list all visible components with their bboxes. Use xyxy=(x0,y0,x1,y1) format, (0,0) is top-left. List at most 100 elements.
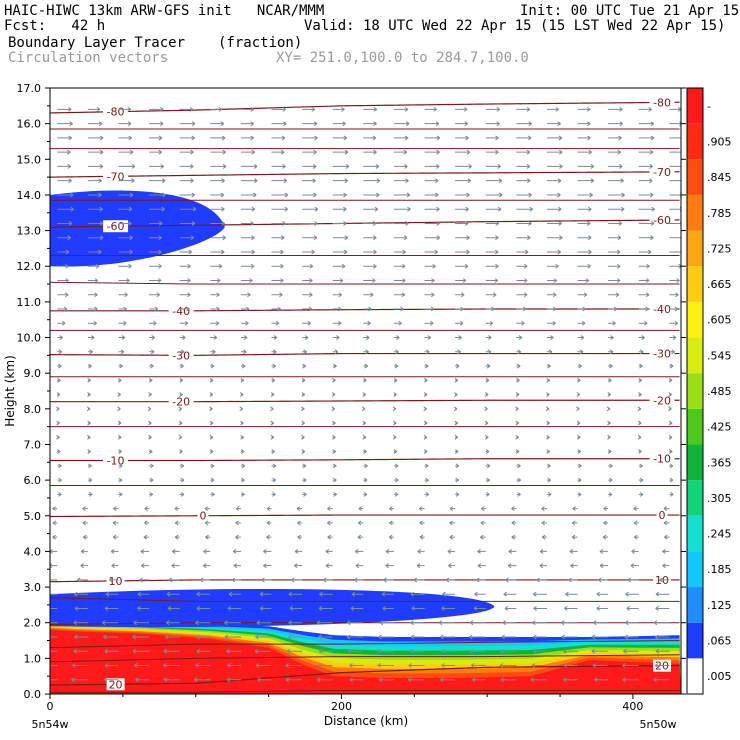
temperature-contour xyxy=(50,664,680,686)
colorbar-label: .665 xyxy=(707,278,732,291)
circulation-vector xyxy=(179,449,183,455)
colorbar-label: .605 xyxy=(707,314,732,327)
circulation-vector xyxy=(455,249,470,255)
circulation-vector xyxy=(56,420,60,426)
circulation-vector xyxy=(353,577,364,583)
circulation-vector xyxy=(546,164,563,169)
circulation-vector xyxy=(137,591,150,597)
circulation-vector xyxy=(87,320,97,326)
circulation-vector xyxy=(332,192,347,198)
circulation-vector xyxy=(50,607,58,609)
circulation-vector xyxy=(449,520,456,526)
circulation-vector xyxy=(608,292,620,298)
circulation-vector xyxy=(240,349,247,355)
circulation-vector xyxy=(363,178,381,184)
colorbar-swatch xyxy=(687,194,703,231)
circulation-vector xyxy=(118,278,130,283)
circulation-vector xyxy=(174,520,180,526)
circulation-vector xyxy=(179,206,197,212)
circulation-vector xyxy=(363,164,380,169)
circulation-vector xyxy=(332,263,346,269)
circulation-vector xyxy=(533,634,547,640)
circulation-vector xyxy=(516,221,532,226)
circulation-vector xyxy=(622,677,639,683)
circulation-vector xyxy=(240,491,245,497)
circulation-vector xyxy=(87,278,99,283)
circulation-vector xyxy=(148,434,152,440)
circulation-vector xyxy=(393,149,408,155)
circulation-vector xyxy=(536,577,547,583)
contour-label-bg xyxy=(168,349,194,362)
circulation-vector xyxy=(118,192,134,198)
circulation-vector xyxy=(163,677,180,683)
circulation-vector xyxy=(57,306,68,312)
circulation-vector xyxy=(637,434,642,440)
circulation-vector xyxy=(322,577,333,583)
circulation-vector xyxy=(669,292,679,298)
circulation-vector xyxy=(393,392,397,397)
circulation-vector xyxy=(516,377,520,383)
circulation-vector xyxy=(357,520,364,526)
circulation-vector xyxy=(135,677,150,683)
circulation-vector xyxy=(515,392,520,397)
x-axis: 0 200 400 xyxy=(47,694,643,713)
circulation-vector xyxy=(209,377,214,383)
circulation-vector xyxy=(209,392,214,397)
circulation-vector xyxy=(377,648,394,654)
circulation-vector xyxy=(227,663,241,668)
circulation-vector xyxy=(147,406,152,412)
circulation-vector xyxy=(511,520,517,526)
colorbar-label: .185 xyxy=(707,563,732,576)
circulation-vector xyxy=(424,192,439,198)
circulation-vector xyxy=(254,648,272,654)
circulation-vector xyxy=(149,206,165,212)
circulation-vector xyxy=(271,164,286,169)
circulation-vector xyxy=(87,449,91,455)
circulation-vector xyxy=(271,377,276,383)
circulation-vector xyxy=(638,491,644,497)
circulation-vector xyxy=(516,135,532,141)
circulation-vector xyxy=(546,306,557,312)
circulation-vector xyxy=(638,135,655,141)
circulation-vector xyxy=(56,434,60,440)
circulation-vector xyxy=(533,606,547,611)
circulation-vector xyxy=(57,206,75,212)
circulation-vector xyxy=(546,349,553,355)
circulation-vector xyxy=(118,306,127,312)
circulation-vector xyxy=(577,106,591,112)
circulation-vector-layer xyxy=(50,106,681,683)
circulation-vector xyxy=(271,477,277,483)
circulation-vector xyxy=(485,349,492,355)
circulation-vector xyxy=(485,192,503,198)
circulation-vector xyxy=(454,434,459,440)
y-tick-label: 17.0 xyxy=(17,82,42,95)
circulation-vector xyxy=(363,135,377,141)
circulation-vector xyxy=(449,506,456,512)
circulation-vector xyxy=(577,249,592,255)
circulation-vector xyxy=(301,420,305,426)
circulation-vector xyxy=(103,634,119,640)
circulation-vector xyxy=(606,406,611,412)
circulation-vector xyxy=(285,677,303,683)
circulation-vector xyxy=(210,121,225,127)
circulation-vector xyxy=(546,477,552,483)
circulation-vector xyxy=(485,306,495,312)
circulation-vector xyxy=(608,278,621,283)
circulation-vector xyxy=(118,149,134,155)
circulation-vector xyxy=(302,263,314,269)
colorbar-label: .065 xyxy=(707,635,732,648)
circulation-vector xyxy=(516,463,521,469)
circulation-vector xyxy=(530,677,547,683)
circulation-vector xyxy=(623,648,639,654)
circulation-vector xyxy=(669,165,681,167)
circulation-vector xyxy=(638,320,648,326)
colorbar-swatch xyxy=(687,159,703,195)
circulation-vector xyxy=(143,534,150,540)
circulation-vector xyxy=(332,449,336,455)
circulation-vector xyxy=(449,534,456,540)
circulation-vector xyxy=(240,449,245,455)
circulation-vector xyxy=(349,677,364,683)
circulation-vector xyxy=(52,520,58,526)
circulation-vector xyxy=(638,278,650,283)
circulation-vector xyxy=(424,306,435,312)
